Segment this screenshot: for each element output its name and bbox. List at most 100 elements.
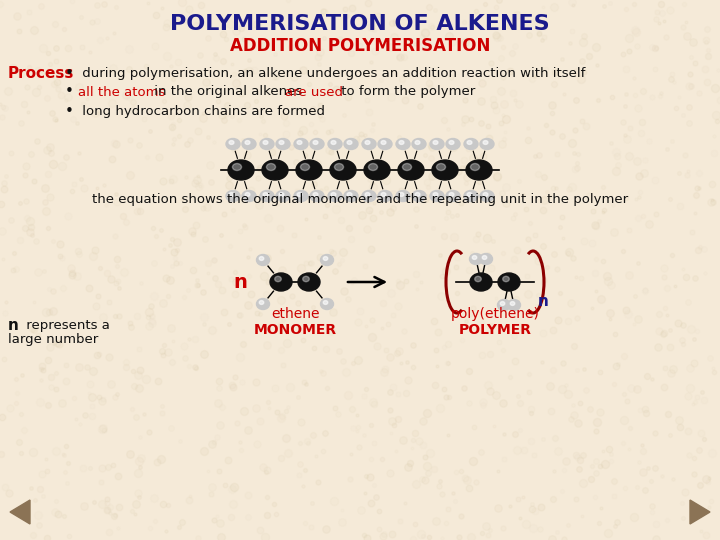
Text: •: • [65,104,74,118]
Ellipse shape [331,140,336,144]
Ellipse shape [510,301,515,306]
Ellipse shape [446,138,460,150]
Ellipse shape [467,193,472,197]
Ellipse shape [294,191,308,201]
Ellipse shape [310,191,324,201]
Ellipse shape [449,140,454,144]
Ellipse shape [378,138,392,150]
Ellipse shape [430,138,444,150]
Ellipse shape [449,193,454,197]
Text: are used: are used [285,85,343,98]
Ellipse shape [256,254,269,266]
Ellipse shape [259,256,264,260]
Text: the equation shows the original monomer and the repeating unit in the polymer: the equation shows the original monomer … [92,193,628,206]
Ellipse shape [508,300,521,310]
Text: POLYMERISATION OF ALKENES: POLYMERISATION OF ALKENES [170,14,550,34]
Ellipse shape [446,191,460,201]
Ellipse shape [313,193,318,197]
Ellipse shape [270,273,292,291]
Text: •: • [65,65,74,80]
Ellipse shape [276,138,290,150]
Text: Process: Process [8,65,74,80]
Ellipse shape [297,193,302,197]
Text: large number: large number [8,334,98,347]
Ellipse shape [229,140,234,144]
Ellipse shape [242,191,256,201]
Polygon shape [10,500,30,524]
Ellipse shape [436,164,446,171]
Ellipse shape [344,138,358,150]
Ellipse shape [432,160,458,180]
Text: during polymerisation, an alkene undergoes an addition reaction with itself: during polymerisation, an alkene undergo… [78,66,585,79]
Ellipse shape [226,138,240,150]
Ellipse shape [294,138,308,150]
Ellipse shape [474,276,481,282]
Ellipse shape [262,160,288,180]
Ellipse shape [330,160,356,180]
Ellipse shape [310,138,324,150]
Ellipse shape [483,193,488,197]
Ellipse shape [320,299,333,309]
Ellipse shape [347,193,352,197]
Ellipse shape [498,300,510,310]
Ellipse shape [260,191,274,201]
Ellipse shape [279,140,284,144]
Ellipse shape [415,193,420,197]
Ellipse shape [433,140,438,144]
Ellipse shape [378,191,392,201]
Text: to form the polymer: to form the polymer [337,85,475,98]
Ellipse shape [470,273,492,291]
Ellipse shape [480,191,494,201]
Ellipse shape [335,164,343,171]
Ellipse shape [233,164,241,171]
Ellipse shape [297,140,302,144]
Ellipse shape [298,273,320,291]
Ellipse shape [482,255,487,259]
Polygon shape [690,500,710,524]
Ellipse shape [412,191,426,201]
Ellipse shape [464,191,478,201]
Ellipse shape [296,160,322,180]
Ellipse shape [470,164,480,171]
Text: poly(ethene): poly(ethene) [451,307,539,321]
Ellipse shape [228,160,254,180]
Ellipse shape [396,191,410,201]
Ellipse shape [396,138,410,150]
Ellipse shape [323,301,328,305]
Ellipse shape [275,276,282,282]
Ellipse shape [365,193,370,197]
Ellipse shape [245,140,250,144]
Ellipse shape [480,138,494,150]
Text: long hydrocarbon chains are formed: long hydrocarbon chains are formed [78,105,325,118]
Ellipse shape [362,138,376,150]
Ellipse shape [466,160,492,180]
Text: in the original alkenes: in the original alkenes [150,85,307,98]
Ellipse shape [347,140,352,144]
Text: all the atoms: all the atoms [78,85,166,98]
Ellipse shape [302,276,310,282]
Text: MONOMER: MONOMER [253,323,336,337]
Ellipse shape [364,160,390,180]
Ellipse shape [263,193,268,197]
Ellipse shape [331,193,336,197]
Ellipse shape [323,256,328,260]
Ellipse shape [464,138,478,150]
Ellipse shape [320,254,333,266]
Ellipse shape [399,140,404,144]
Ellipse shape [469,253,482,265]
Ellipse shape [313,140,318,144]
Ellipse shape [399,193,404,197]
Ellipse shape [362,191,376,201]
Ellipse shape [229,193,234,197]
Ellipse shape [430,191,444,201]
Ellipse shape [260,138,274,150]
Ellipse shape [500,301,505,306]
Ellipse shape [483,140,488,144]
Ellipse shape [381,140,386,144]
Text: n: n [8,318,19,333]
Ellipse shape [381,193,386,197]
Ellipse shape [263,140,268,144]
Text: ADDITION POLYMERISATION: ADDITION POLYMERISATION [230,37,490,55]
Ellipse shape [412,138,426,150]
Ellipse shape [402,164,412,171]
